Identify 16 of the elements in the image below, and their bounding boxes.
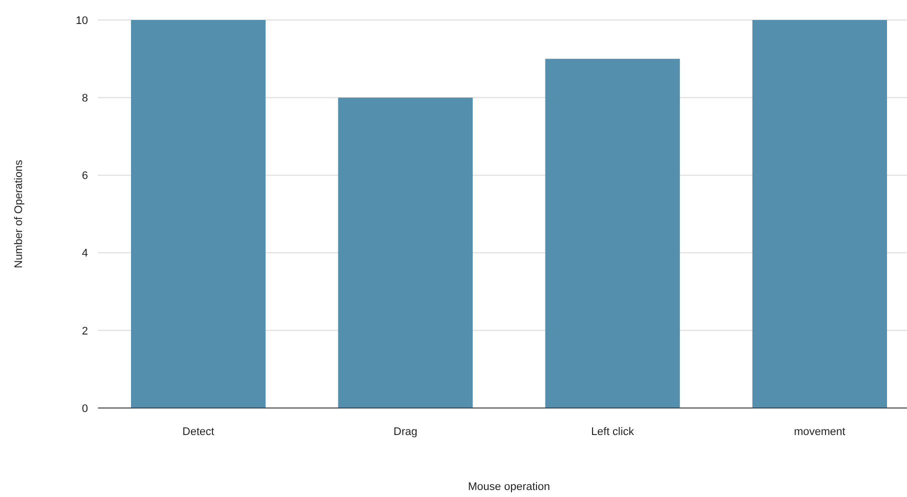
bar xyxy=(338,98,473,408)
bar xyxy=(131,20,266,408)
y-axis-title: Number of Operations xyxy=(13,159,25,268)
x-tick-label: Detect xyxy=(182,426,214,438)
y-tick-label: 4 xyxy=(82,248,88,260)
x-axis-title: Mouse operation xyxy=(468,481,550,493)
y-tick-label: 6 xyxy=(82,170,88,182)
x-tick-label: movement xyxy=(794,426,846,438)
bar xyxy=(752,20,887,408)
y-tick-label: 8 xyxy=(82,92,88,104)
y-tick-label: 10 xyxy=(76,14,88,27)
x-tick-label: Drag xyxy=(394,426,418,438)
bar xyxy=(545,58,680,408)
y-tick-label: 2 xyxy=(82,325,88,338)
x-tick-label: Left click xyxy=(591,426,634,438)
y-tick-label: 0 xyxy=(82,402,88,415)
